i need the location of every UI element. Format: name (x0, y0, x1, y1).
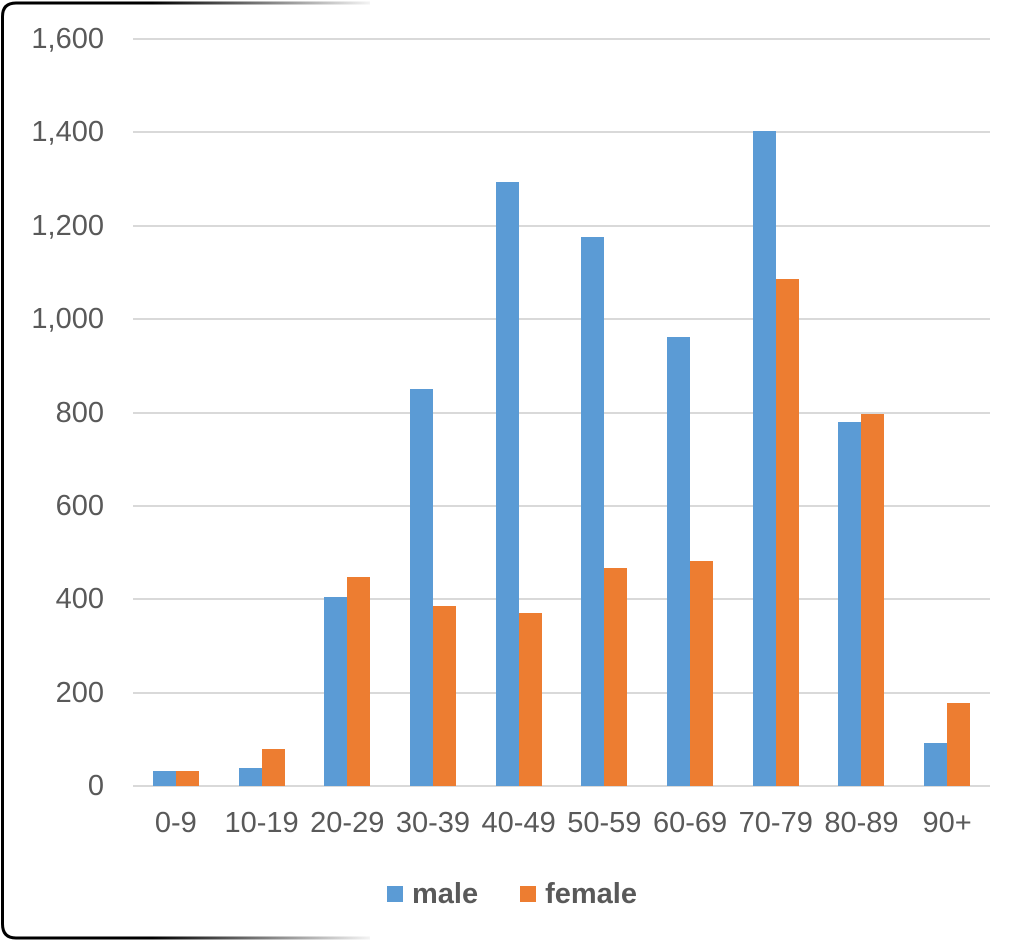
bar-male-30-39 (409, 389, 433, 786)
legend-swatch-male-icon (387, 886, 403, 902)
x-tick-label-40-49: 40-49 (481, 807, 556, 839)
gridline-1400 (133, 131, 990, 134)
x-tick-label-10-19: 10-19 (224, 807, 299, 839)
gridline-400 (133, 598, 990, 601)
bar-male-40-49 (495, 182, 519, 786)
x-tick-label-70-79: 70-79 (738, 807, 813, 839)
bar-male-50-59 (581, 236, 605, 786)
legend-item-female: female (520, 878, 637, 911)
bar-male-20-29 (324, 596, 348, 786)
x-tick-label-50-59: 50-59 (567, 807, 642, 839)
bar-female-10-19 (261, 748, 285, 786)
plot-area (133, 38, 990, 787)
bar-female-20-29 (347, 577, 371, 786)
legend-label-female: female (545, 877, 637, 910)
gridline-800 (133, 411, 990, 414)
legend-label-male: male (412, 877, 479, 910)
x-tick-label-90+: 90+ (922, 807, 972, 839)
y-tick-label-1600: 1,600 (31, 23, 104, 55)
bar-male-90+ (924, 742, 948, 786)
legend-item-male: male (387, 878, 478, 911)
bar-male-0-9 (152, 771, 176, 786)
gridline-1200 (133, 224, 990, 227)
x-tick-label-60-69: 60-69 (652, 807, 728, 839)
gridline-600 (133, 504, 990, 507)
x-tick-label-0-9: 0-9 (154, 807, 197, 839)
bar-male-80-89 (838, 421, 862, 786)
x-tick-label-80-89: 80-89 (824, 807, 899, 839)
gridline-200 (133, 691, 990, 694)
bar-female-80-89 (861, 414, 885, 786)
gridline-1000 (133, 318, 990, 321)
y-tick-label-0: 0 (87, 770, 104, 802)
bar-female-70-79 (775, 278, 799, 786)
bar-female-30-39 (432, 606, 456, 786)
bar-female-0-9 (175, 771, 199, 786)
legend: male female (0, 872, 1024, 916)
y-tick-label-600: 600 (55, 489, 104, 522)
bar-male-70-79 (752, 130, 776, 786)
bar-male-60-69 (667, 337, 691, 786)
gridline-0 (133, 785, 990, 787)
y-tick-label-400: 400 (55, 583, 104, 616)
y-tick-label-1200: 1,200 (31, 209, 104, 242)
bar-female-60-69 (690, 560, 714, 786)
bar-female-50-59 (604, 567, 628, 786)
y-tick-label-1000: 1,000 (31, 303, 104, 336)
legend-swatch-female-icon (520, 886, 537, 902)
bar-male-10-19 (238, 768, 262, 786)
y-tick-label-200: 200 (55, 676, 104, 709)
y-tick-label-800: 800 (55, 396, 104, 429)
y-tick-label-1400: 1,400 (31, 116, 104, 149)
x-tick-label-20-29: 20-29 (310, 807, 385, 839)
bar-female-40-49 (518, 613, 542, 786)
x-tick-label-30-39: 30-39 (395, 807, 471, 839)
gridline-1600 (133, 38, 990, 40)
bar-female-90+ (947, 703, 971, 786)
